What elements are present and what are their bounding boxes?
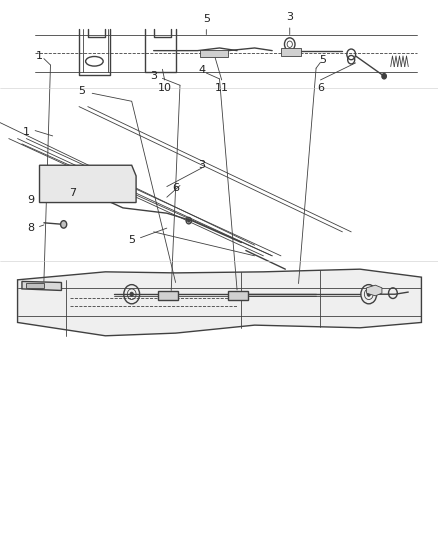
Text: 3: 3 bbox=[198, 160, 205, 170]
Text: 5: 5 bbox=[78, 86, 85, 95]
Circle shape bbox=[381, 74, 385, 79]
Text: 6: 6 bbox=[172, 183, 179, 192]
Text: 5: 5 bbox=[318, 55, 325, 64]
Circle shape bbox=[130, 292, 133, 296]
Bar bbox=[280, 48, 300, 56]
Bar bbox=[199, 50, 228, 57]
Circle shape bbox=[60, 221, 67, 228]
Text: 1: 1 bbox=[36, 51, 43, 61]
Bar bbox=[42, 196, 44, 200]
Text: 3: 3 bbox=[286, 12, 293, 35]
Text: 5: 5 bbox=[202, 14, 209, 35]
Text: 11: 11 bbox=[214, 83, 228, 93]
Text: 6: 6 bbox=[316, 83, 323, 93]
Polygon shape bbox=[18, 269, 420, 336]
Bar bbox=[158, 291, 177, 300]
Polygon shape bbox=[366, 285, 381, 296]
Polygon shape bbox=[39, 165, 136, 203]
Text: 9: 9 bbox=[27, 196, 34, 205]
Bar bbox=[228, 291, 247, 300]
Ellipse shape bbox=[85, 56, 103, 66]
Bar bbox=[26, 283, 44, 288]
Text: 5: 5 bbox=[128, 235, 135, 245]
Text: 10: 10 bbox=[157, 83, 171, 93]
Text: 4: 4 bbox=[198, 66, 205, 75]
Text: 1: 1 bbox=[23, 127, 30, 137]
Text: 8: 8 bbox=[27, 223, 34, 232]
Text: 7: 7 bbox=[69, 188, 76, 198]
Circle shape bbox=[366, 292, 370, 296]
Text: 3: 3 bbox=[150, 71, 157, 80]
Circle shape bbox=[187, 219, 190, 222]
Polygon shape bbox=[22, 281, 61, 290]
